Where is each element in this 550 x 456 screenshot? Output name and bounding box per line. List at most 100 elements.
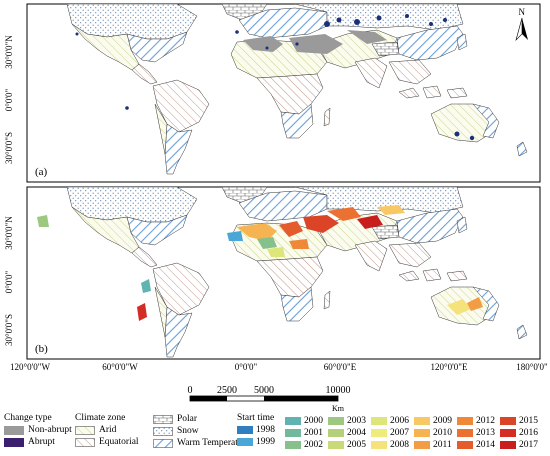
year-swatch (371, 441, 387, 449)
legend-item-year: 2000 (285, 416, 328, 427)
legend-label-polar: Polar (177, 413, 198, 424)
legend-start-time-title: Start time (237, 413, 275, 423)
year-swatch (414, 441, 430, 449)
legend-start-time: Start time 1998 1999 (237, 413, 275, 448)
legend-label-year: 2016 (519, 427, 538, 438)
legend-label-abrupt: Abrupt (28, 436, 55, 447)
legend-label-year: 2000 (304, 415, 323, 426)
legend-label-year: 2013 (476, 427, 495, 438)
legend-item-1998: 1998 (237, 424, 275, 436)
legend-label-year: 2014 (476, 439, 495, 450)
lon-label-60w: 60°0'0"W (102, 362, 138, 372)
north-arrow-label: N (519, 7, 526, 17)
lon-label-120e: 120°0'0"E (431, 362, 468, 372)
legend-label-snow: Snow (177, 425, 199, 436)
warm-temperate-swatch (153, 438, 173, 448)
year-swatch (457, 441, 473, 449)
year-swatch (285, 441, 301, 449)
legend-climate-zone: Climate zone Arid Equatorial (75, 413, 139, 448)
scale-tick-5000: 5000 (254, 385, 274, 396)
lon-label-120w: 120°0'0"W (10, 362, 50, 372)
legend-item-year: 2007 (371, 428, 414, 439)
panel-b-label: (b) (35, 343, 48, 355)
lat-label-30s-a: 30°0'0"S (4, 132, 14, 164)
legend-item-year: 2009 (414, 416, 457, 427)
legend-item-year: 2016 (500, 428, 543, 439)
legend-item-abrupt: Abrupt (4, 436, 72, 448)
year-grid-row: 2002 2005 2008 2011 2014 2017 (285, 439, 547, 451)
legend-item-year: 2005 (328, 440, 371, 451)
legend-label-1998: 1998 (256, 424, 275, 435)
panel-a-label: (a) (35, 166, 48, 178)
legend-item-polar: Polar (153, 413, 242, 425)
longitude-labels: 120°0'0"W 60°0'0"W 0°0'0" 60°0'0"E 120°0… (10, 362, 548, 372)
legend-item-snow: Snow (153, 425, 242, 437)
year-swatch (457, 429, 473, 437)
year-swatch (371, 429, 387, 437)
year-swatch (371, 417, 387, 425)
legend-label-year: 2010 (433, 427, 452, 438)
lon-label-180: 180°0'0" (516, 362, 548, 372)
legend-item-equatorial: Equatorial (75, 436, 139, 448)
legend-label-year: 2011 (433, 439, 452, 450)
legend-item-arid: Arid (75, 424, 139, 436)
equatorial-swatch (75, 437, 95, 447)
legend-item-year: 2013 (457, 428, 500, 439)
legend-label-year: 2004 (347, 427, 366, 438)
year-grid-row: 2000 2003 2006 2009 2012 2015 (285, 415, 547, 427)
legend-item-year: 2006 (371, 416, 414, 427)
legend-item-year: 2001 (285, 428, 328, 439)
scale-tick-2500: 2500 (217, 385, 237, 396)
legend-item-year: 2012 (457, 416, 500, 427)
legend-item-year: 2004 (328, 428, 371, 439)
year-grid-row: 2001 2004 2007 2010 2013 2016 (285, 427, 547, 439)
year-swatch (328, 429, 344, 437)
polar-swatch (153, 414, 173, 424)
year-1998-swatch (237, 426, 253, 434)
legend-item-year: 2008 (371, 440, 414, 451)
non-abrupt-regions (243, 30, 387, 54)
year-swatch (285, 429, 301, 437)
year-swatch (500, 417, 516, 425)
legend-label-year: 2017 (519, 439, 538, 450)
legend-label-year: 2007 (390, 427, 409, 438)
legend-change-type: Change type Non-abrupt Abrupt (4, 413, 72, 448)
legend-label-year: 2005 (347, 439, 366, 450)
legend-climate-zone-title: Climate zone (75, 413, 126, 423)
legend-label-equatorial: Equatorial (99, 436, 139, 447)
year-swatch (500, 429, 516, 437)
scale-unit: Km (332, 404, 345, 413)
lat-label-0-b: 0°0'0" (4, 270, 14, 293)
legend-label-year: 2006 (390, 415, 409, 426)
legend-item-year: 2002 (285, 440, 328, 451)
lat-label-0-a: 0°0'0" (4, 88, 14, 111)
lon-label-60e: 60°0'0"E (324, 362, 357, 372)
start-time-regions (37, 205, 483, 321)
lat-label-30n-b: 30°0'0"N (4, 216, 14, 250)
abrupt-regions (75, 14, 475, 141)
lat-label-30n-a: 30°0'0"N (4, 35, 14, 69)
legend-change-type-title: Change type (4, 413, 52, 423)
legend-label-1999: 1999 (256, 436, 275, 447)
year-swatch (328, 441, 344, 449)
legend-item-non-abrupt: Non-abrupt (4, 424, 72, 436)
legend-item-year: 2011 (414, 440, 457, 451)
legend-label-non-abrupt: Non-abrupt (28, 424, 72, 435)
latitude-labels: 30°0'0"N 0°0'0" 30°0'0"S 30°0'0"N 0°0'0"… (4, 35, 14, 346)
legend-item-year: 2015 (500, 416, 543, 427)
legend-item-year: 2003 (328, 416, 371, 427)
year-swatch (457, 417, 473, 425)
year-swatch (414, 429, 430, 437)
year-swatch (500, 441, 516, 449)
scale-tick-10000: 10000 (326, 385, 351, 396)
legend-start-time-grid: 2000 2003 2006 2009 2012 2015 2001 2004 2007 2010… (285, 415, 547, 451)
lon-label-0: 0°0'0" (235, 362, 258, 372)
year-swatch (414, 417, 430, 425)
abrupt-swatch (4, 437, 24, 447)
legend-label-arid: Arid (99, 424, 117, 435)
legend-item-warm-temperate: Warm Temperate (153, 437, 242, 449)
north-arrow: N (515, 7, 528, 42)
legend-label-year: 2003 (347, 415, 366, 426)
scale-bar: 0 2500 5000 10000 Km (188, 385, 351, 413)
